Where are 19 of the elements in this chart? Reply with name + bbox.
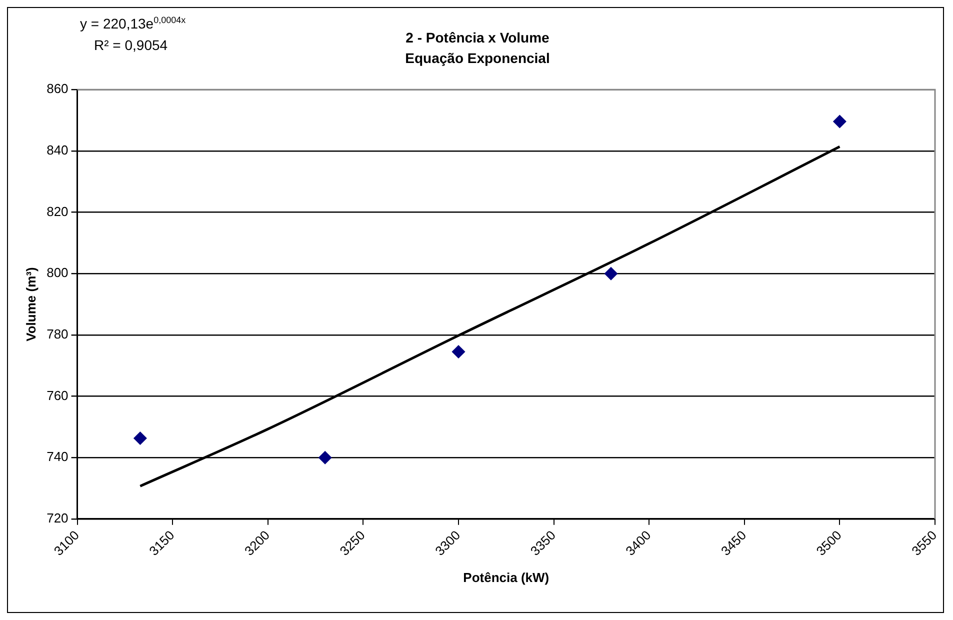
point (318, 451, 332, 464)
text: R² = 0,9054 (93, 36, 169, 55)
point (604, 267, 618, 280)
y-tick-label: 720 (46, 510, 68, 526)
text: y = 220,13e$^{0,0004x}$ (80, 14, 186, 34)
chart-title: 2 - Potência x Volume (406, 29, 550, 46)
y-tick-label: 820 (46, 204, 68, 219)
y-tick-label: 780 (46, 326, 68, 342)
chart-subtitle: Equação Exponencial (405, 50, 550, 66)
y-tick-label: 840 (46, 142, 68, 158)
point (833, 115, 846, 128)
y-axis-title: Volume (m³) (23, 267, 38, 342)
x-axis-title: Potência (kW) (463, 570, 550, 585)
y-tick-label: 860 (46, 81, 68, 96)
y-tick-label: 800 (46, 265, 68, 280)
y-tick-label: 760 (46, 388, 68, 403)
point (134, 432, 146, 445)
y-tick-label: 740 (46, 449, 68, 464)
point (452, 346, 465, 358)
